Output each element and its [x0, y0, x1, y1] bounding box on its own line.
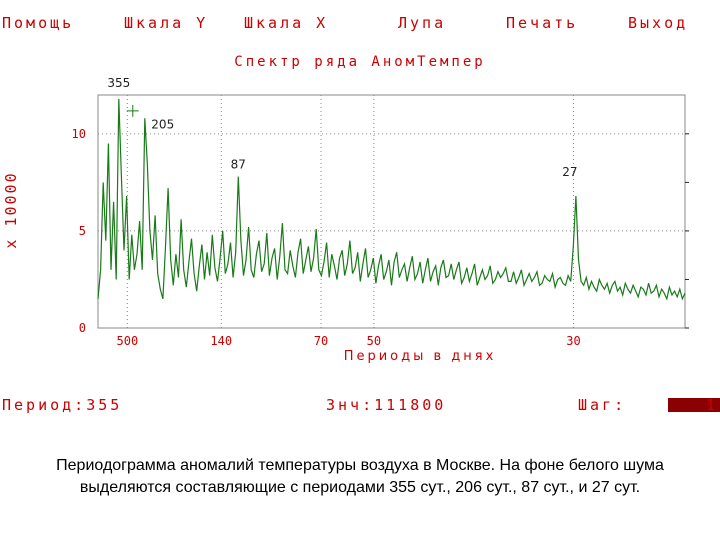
y-axis-label: x 10000: [2, 171, 20, 248]
value-readout: Знч:111800: [326, 396, 447, 414]
status-bar: Период:355 Знч:111800 Шаг: 1: [0, 394, 720, 416]
period-readout: Период:355: [2, 396, 123, 414]
peak-label: 87: [231, 158, 246, 172]
step-readout: Шаг:: [578, 396, 627, 414]
y-tick-label: 0: [79, 321, 86, 335]
plot-frame: [97, 94, 686, 329]
spectrum-chart: Спектр ряда АномТемпер x 10000 0 5 10 500 14…: [2, 54, 689, 364]
menu-zoom[interactable]: Лупа: [398, 14, 447, 32]
menu-print[interactable]: Печать: [506, 14, 579, 32]
peak-label: 27: [562, 165, 577, 179]
step-value: 1: [706, 396, 719, 414]
menu-scale-y[interactable]: Шкала Y: [124, 14, 209, 32]
chart-title: Спектр ряда АномТемпер: [234, 54, 485, 70]
x-tick-label: 50: [367, 334, 381, 348]
menu-help[interactable]: Помощь: [2, 14, 75, 32]
spectrum-line: [97, 98, 686, 301]
x-tick-label: 70: [314, 334, 328, 348]
figure-caption: Периодограмма аномалий температуры возду…: [0, 455, 720, 499]
menu-scale-x[interactable]: Шкала X: [244, 14, 329, 32]
menu-bar: Помощь Шкала Y Шкала X Лупа Печать Выход: [0, 12, 720, 34]
step-field[interactable]: [668, 398, 720, 412]
caption-line-2: выделяются составляющие с периодами 355 …: [79, 479, 641, 496]
y-tick-label: 5: [79, 224, 86, 238]
y-tick-label: 10: [72, 127, 86, 141]
x-axis-label: Периоды в днях: [344, 349, 497, 364]
caption-line-1: Периодограмма аномалий температуры возду…: [56, 457, 664, 474]
x-tick-label: 500: [117, 334, 139, 348]
peak-label: 355: [107, 76, 130, 90]
x-tick-label: 140: [210, 334, 232, 348]
peak-label: 205: [151, 117, 174, 131]
x-tick-label: 30: [566, 334, 580, 348]
menu-exit[interactable]: Выход: [628, 14, 689, 32]
